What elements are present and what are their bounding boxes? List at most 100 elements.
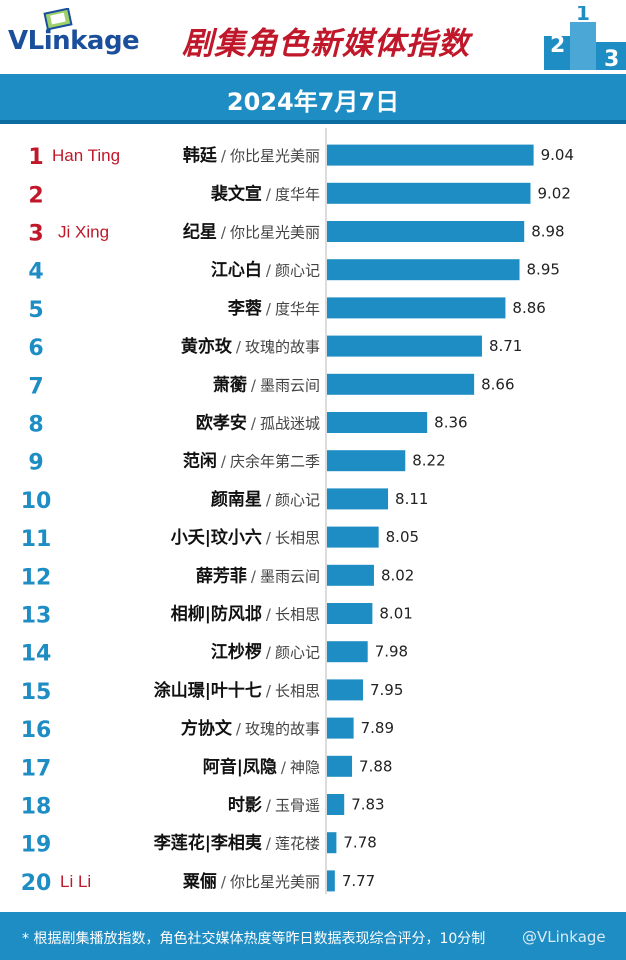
podium-icon: 2 1 3 [544, 6, 626, 70]
annotation-label: Li Li [60, 872, 91, 891]
drama-name: 孤战迷城 [260, 415, 320, 433]
label-separator: / [266, 491, 272, 509]
label-separator: / [266, 797, 272, 815]
bar [327, 641, 368, 663]
character-name: 薛芳菲 [196, 565, 247, 586]
rank-number: 10 [21, 489, 52, 514]
row-label: 欧孝安 / 孤战迷城 [196, 413, 320, 434]
bar [327, 373, 475, 395]
row-label: 李蓉 / 度华年 [228, 298, 320, 319]
row-label: 小夭|玟小六 / 长相思 [171, 527, 320, 548]
label-separator: / [221, 873, 227, 891]
annotation-label: Ji Xing [58, 223, 109, 242]
value-label: 8.02 [381, 566, 414, 584]
row-label: 江杪椤 / 颜心记 [211, 642, 320, 663]
drama-name: 玫瑰的故事 [245, 720, 320, 738]
row-label: 裴文宣 / 度华年 [210, 183, 320, 204]
drama-name: 长相思 [275, 606, 320, 624]
bar [327, 717, 354, 739]
character-name: 粟俪 [183, 871, 217, 892]
label-separator: / [266, 300, 272, 318]
rank-number: 18 [21, 795, 52, 820]
label-separator: / [236, 720, 242, 738]
drama-name: 玫瑰的故事 [245, 338, 320, 356]
label-separator: / [266, 682, 272, 700]
label-separator: / [266, 606, 272, 624]
row-label: 薛芳菲 / 墨雨云间 [196, 565, 320, 586]
bar [327, 182, 531, 204]
header: VLinkage 剧集角色新媒体指数 2 1 3 [0, 0, 626, 74]
rank-number: 5 [28, 298, 43, 323]
drama-name: 颜心记 [275, 491, 320, 509]
drama-name: 你比星光美丽 [230, 147, 320, 165]
drama-name: 长相思 [275, 529, 320, 547]
row-label: 颜南星 / 颜心记 [211, 489, 320, 510]
row-label: 江心白 / 颜心记 [211, 260, 320, 281]
row-label: 粟俪 / 你比星光美丽 [183, 871, 320, 892]
character-name: 小夭|玟小六 [171, 527, 262, 548]
footnote: * 根据剧集播放指数，角色社交媒体热度等昨日数据表现综合评分，10分制 [22, 931, 486, 947]
label-separator: / [266, 644, 272, 662]
value-label: 9.04 [541, 146, 574, 164]
value-label: 7.78 [343, 834, 376, 852]
row-label: 范闲 / 庆余年第二季 [183, 451, 320, 472]
drama-name: 度华年 [275, 185, 320, 203]
row-label: 韩廷 / 你比星光美丽 [183, 145, 320, 166]
watermark: @VLinkage [522, 928, 606, 946]
drama-name: 神隐 [290, 758, 320, 776]
label-separator: / [266, 185, 272, 203]
rank-number: 7 [28, 374, 43, 399]
drama-name: 庆余年第二季 [230, 453, 320, 471]
bar [327, 832, 337, 854]
character-name: 李蓉 [228, 298, 262, 319]
character-name: 江心白 [211, 260, 262, 281]
podium-digit-3: 3 [604, 47, 619, 70]
character-name: 涂山璟|叶十七 [154, 680, 262, 701]
drama-name: 颜心记 [275, 262, 320, 280]
value-label: 8.01 [379, 605, 412, 623]
bar [327, 335, 482, 357]
annotation-label: Han Ting [52, 146, 120, 165]
character-name: 萧蘅 [213, 375, 247, 395]
character-name: 纪星 [183, 222, 217, 243]
drama-name: 墨雨云间 [260, 567, 320, 585]
ranking-chart: 1 Han Ting 韩廷 / 你比星光美丽 9.042 裴文宣 / 度华年 9.023 Ji Xi… [21, 128, 574, 896]
row-label: 方协文 / 玫瑰的故事 [181, 718, 320, 739]
date-band: 2024年7月7日 [0, 74, 626, 124]
value-label: 7.98 [375, 643, 408, 661]
drama-name: 度华年 [275, 300, 320, 318]
value-label: 7.95 [370, 681, 403, 699]
logo-mark-icon [43, 8, 73, 30]
rank-number: 12 [21, 565, 52, 590]
value-label: 8.86 [512, 299, 545, 317]
drama-name: 长相思 [275, 682, 320, 700]
character-name: 颜南星 [211, 489, 262, 510]
value-label: 7.89 [361, 719, 394, 737]
value-label: 8.22 [412, 452, 445, 470]
value-label: 8.71 [489, 337, 522, 355]
row-label: 黄亦玫 / 玫瑰的故事 [181, 336, 320, 357]
drama-name: 你比星光美丽 [230, 873, 320, 891]
rank-number: 4 [28, 260, 43, 285]
label-separator: / [251, 376, 257, 394]
podium-digit-2: 2 [550, 33, 565, 58]
rank-number: 9 [28, 451, 43, 476]
drama-name: 玉骨遥 [275, 797, 320, 815]
value-label: 7.77 [342, 872, 375, 890]
bar [327, 755, 353, 777]
date-label: 2024年7月7日 [226, 88, 400, 116]
character-name: 裴文宣 [210, 183, 262, 204]
character-name: 时影 [228, 796, 262, 816]
character-name: 江杪椤 [211, 642, 262, 663]
value-label: 9.02 [537, 184, 570, 202]
podium-digit-1: 1 [576, 6, 590, 25]
rank-number: 15 [21, 680, 52, 705]
rank-number: 1 [28, 145, 43, 170]
bar [327, 450, 406, 472]
row-label: 萧蘅 / 墨雨云间 [213, 375, 320, 395]
rank-number: 3 [28, 222, 43, 247]
label-separator: / [236, 338, 242, 356]
label-separator: / [281, 758, 287, 776]
rank-number: 2 [28, 183, 43, 208]
label-separator: / [266, 529, 272, 547]
